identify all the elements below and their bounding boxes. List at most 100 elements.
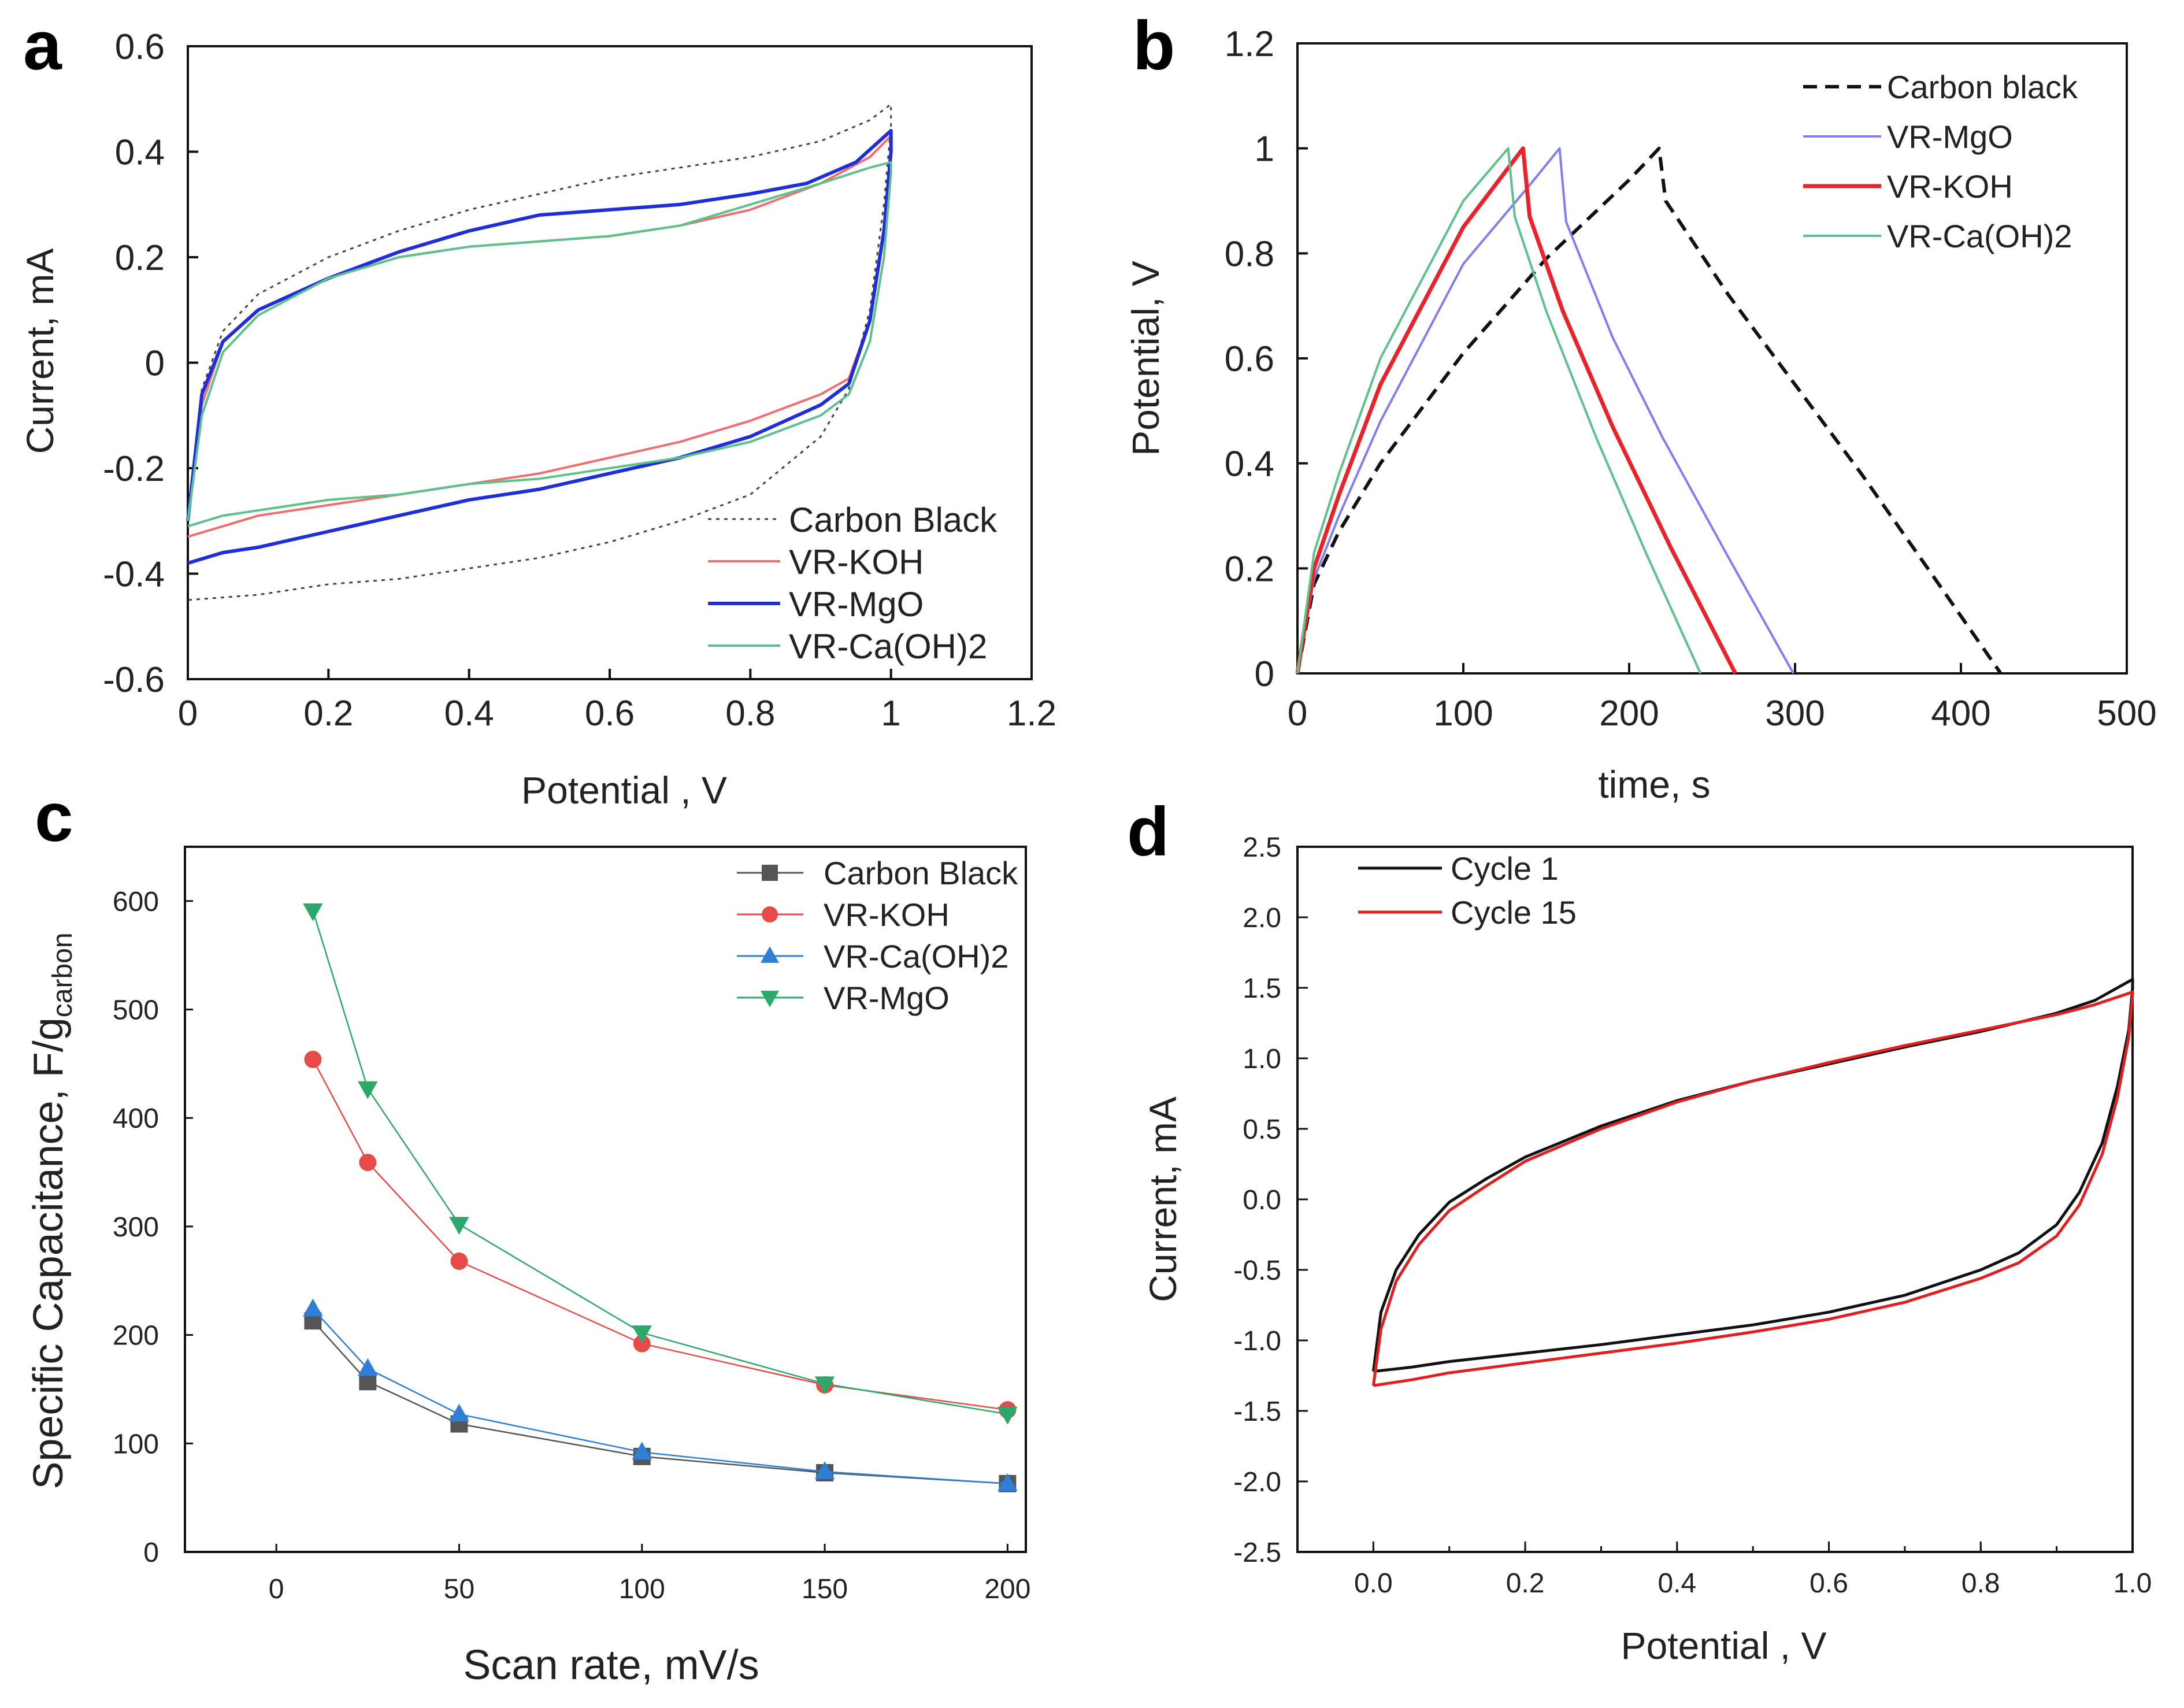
panel-a-cv-curves: 0 0.2 0.4 0.6 0.8 1 1.2 -0.6 -0.4 -0.2 0 0.2 0.4 0.6 P…: [18, 27, 1056, 812]
panel-b-series-3-curve: [1296, 147, 1702, 674]
panel-c-series-3-point: [358, 1081, 378, 1099]
panel-c-legend-marker: [760, 991, 780, 1007]
panel-a-legend-label: Carbon Black: [789, 501, 998, 539]
panel-letter-b: b: [1133, 7, 1175, 84]
panel-c-legend-marker: [760, 946, 780, 963]
panel-c-series-1-point: [450, 1252, 468, 1270]
panel-a-x-tick-label: 0.4: [444, 694, 494, 733]
panel-d-plot-frame: [1296, 846, 2134, 1553]
panel-d-y-tick-label: -1.0: [1233, 1326, 1281, 1357]
panel-d-y-tick-label: -2.0: [1233, 1467, 1281, 1498]
panel-d-x-tick-label: 0.0: [1354, 1568, 1393, 1599]
panel-b-y-tick-label: 0: [1255, 654, 1274, 694]
panel-d-y-tick-label: 1.0: [1243, 1044, 1281, 1075]
panel-a-legend-label: VR-KOH: [789, 543, 924, 581]
panel-a-y-tick-label: -0.2: [103, 449, 165, 489]
panel-d-y-tick-label: -1.5: [1233, 1396, 1281, 1427]
panel-a-y-tick-label: 0: [145, 344, 165, 384]
panel-d-x-tick-label: 0.6: [1810, 1568, 1848, 1599]
panel-b-series-1-curve: [1296, 147, 1794, 674]
panel-b-y-tick-label: 1: [1255, 129, 1274, 169]
panel-b-x-tick-label: 0: [1288, 694, 1307, 733]
panel-a-series-3-curve: [187, 161, 892, 528]
panel-b-y-axis-label: Potential, V: [1124, 261, 1167, 456]
panel-a-x-tick-label: 0.6: [585, 694, 635, 733]
panel-b-y-tick-label: 0.2: [1225, 549, 1274, 589]
panel-a-x-tick-label: 0: [178, 694, 198, 733]
panel-d-x-tick-label: 0.2: [1506, 1568, 1545, 1599]
panel-letter-a: a: [23, 7, 62, 84]
panel-c-series-1-point: [633, 1335, 651, 1353]
panel-c-y-tick-label: 400: [113, 1103, 159, 1134]
panel-c-legend-label: Carbon Black: [824, 855, 1018, 891]
panel-d-legend-label: Cycle 15: [1451, 894, 1577, 931]
panel-letter-c: c: [35, 779, 73, 856]
panel-a-x-tick-label: 1: [881, 694, 900, 733]
panel-c-series-2-point: [303, 1298, 323, 1317]
panel-a-legend-label: VR-Ca(OH)2: [789, 627, 987, 666]
panel-b-x-tick-label: 300: [1765, 694, 1825, 733]
panel-b-charge-discharge: 0 100 200 300 400 500 0 0.2 0.4 0.6 0.8 1 1.2 time, s…: [1124, 24, 2157, 806]
panel-c-y-axis-label-subscript: carbon: [47, 932, 78, 1017]
panel-d-x-tick-label: 1.0: [2113, 1568, 2152, 1599]
panel-b-legend-label: Carbon black: [1887, 69, 2078, 105]
panel-letter-d: d: [1127, 793, 1169, 870]
panel-c-legend-marker: [762, 865, 778, 881]
panel-d-x-tick-label: 0.4: [1658, 1568, 1696, 1599]
panel-b-x-tick-label: 400: [1931, 694, 1990, 733]
panel-c-capacitance-vs-scan-rate: 0 50 100 150 200 0 100 200 300 400 500 600 Scan rate…: [25, 846, 1030, 1688]
panel-b-y-tick-label: 0.8: [1225, 234, 1274, 274]
panel-c-y-tick-label: 0: [143, 1537, 159, 1568]
panel-a-series-0-curve: [187, 103, 892, 601]
panel-b-legend-label: VR-KOH: [1887, 168, 2013, 205]
panel-c-x-tick-label: 200: [984, 1574, 1030, 1605]
panel-c-x-tick-label: 0: [269, 1574, 284, 1605]
panel-c-series-2-point: [358, 1358, 378, 1376]
panel-c-series-3-point: [998, 1406, 1018, 1425]
panel-b-y-tick-label: 1.2: [1225, 24, 1274, 64]
panel-a-y-tick-label: -0.4: [103, 555, 165, 595]
panel-c-series-3-point: [632, 1325, 652, 1343]
panel-c-y-tick-label: 600: [113, 887, 159, 917]
panel-b-legend-label: VR-Ca(OH)2: [1887, 218, 2072, 254]
panel-a-x-tick-label: 0.8: [725, 694, 775, 733]
panel-d-y-axis-label: Current, mA: [1141, 1096, 1184, 1302]
panel-c-x-axis-label: Scan rate, mV/s: [463, 1642, 759, 1688]
panel-d-series-0-curve: [1371, 977, 2134, 1373]
panel-c-series-3-point: [303, 903, 323, 921]
panel-c-y-axis-label: Specific Capacitance, F/gcarbon: [25, 932, 78, 1489]
panel-c-legend-label: VR-MgO: [824, 980, 950, 1016]
panel-d-x-axis-label: Potential , V: [1621, 1624, 1827, 1667]
panel-d-y-tick-label: 0.5: [1243, 1114, 1281, 1145]
panel-c-series-1-point: [359, 1154, 377, 1172]
panel-a-series-2-curve: [186, 129, 893, 565]
panel-d-y-tick-label: 2.0: [1243, 903, 1281, 933]
panel-c-series-1-point: [304, 1050, 322, 1068]
panel-c-y-tick-label: 200: [113, 1321, 159, 1351]
panel-a-y-tick-label: -0.6: [103, 660, 165, 700]
panel-c-legend-label: VR-Ca(OH)2: [824, 938, 1008, 975]
panel-c-y-tick-label: 500: [113, 995, 159, 1026]
panel-a-plot-frame: [187, 45, 1033, 680]
panel-c-series-3-line: [312, 910, 1008, 1415]
panel-b-y-tick-label: 0.4: [1225, 444, 1274, 484]
panel-d-legend-label: Cycle 1: [1451, 850, 1559, 887]
panel-c-series-1-line: [312, 1059, 1008, 1411]
panel-a-x-tick-label: 1.2: [1007, 694, 1056, 733]
panel-a-x-tick-label: 0.2: [303, 694, 353, 733]
panel-a-y-tick-label: 0.6: [115, 27, 165, 67]
panel-a-series-1-curve: [187, 135, 892, 538]
panel-c-y-tick-label: 300: [113, 1212, 159, 1243]
panel-c-series-2-point: [814, 1461, 835, 1479]
panel-b-series-2-curve: [1295, 146, 1737, 675]
panel-a-y-tick-label: 0.2: [115, 238, 165, 278]
panel-b-y-tick-label: 0.6: [1225, 339, 1274, 379]
panel-d-y-tick-label: 0.0: [1243, 1185, 1281, 1216]
panel-d-series-1-curve: [1371, 990, 2134, 1387]
panel-d-y-tick-label: 1.5: [1243, 973, 1281, 1004]
panel-c-series-3-point: [449, 1217, 469, 1235]
panel-d-y-tick-label: -0.5: [1233, 1255, 1281, 1286]
panel-c-x-tick-label: 100: [619, 1574, 665, 1605]
panel-d-y-tick-label: -2.5: [1233, 1537, 1281, 1568]
panel-c-series-2-point: [449, 1403, 469, 1422]
